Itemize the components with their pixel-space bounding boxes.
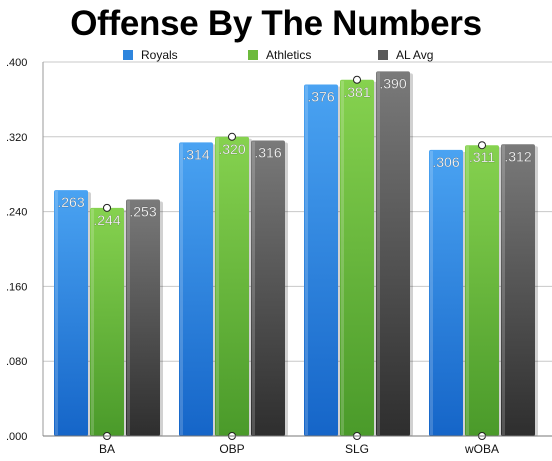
data-label-athletics: .320 xyxy=(218,141,245,157)
marker-top xyxy=(353,75,361,84)
data-label-royals: .306 xyxy=(432,154,459,170)
legend-swatch-athletics xyxy=(248,50,258,60)
data-label-athletics: .244 xyxy=(93,212,120,228)
y-tick-label: .160 xyxy=(6,281,27,293)
data-label-athletics: .311 xyxy=(469,149,495,165)
legend: Royals Athletics AL Avg xyxy=(0,46,552,64)
y-tick-label: .000 xyxy=(6,431,27,443)
bar-highlight xyxy=(377,72,380,435)
bar-highlight xyxy=(91,208,94,435)
bar-highlight xyxy=(341,80,344,435)
bar-royals xyxy=(54,190,88,436)
bar-highlight xyxy=(127,200,130,435)
data-label-al-avg: .312 xyxy=(504,148,531,164)
data-label-royals: .263 xyxy=(57,194,84,210)
bar-royals xyxy=(429,149,463,436)
y-tick-label: .240 xyxy=(6,207,27,219)
bar-highlight xyxy=(466,146,469,435)
bar-athletics xyxy=(215,136,249,437)
marker-top xyxy=(103,203,111,212)
bar-al-avg xyxy=(251,140,285,437)
data-label-athletics: .381 xyxy=(343,84,370,100)
bar-al-avg xyxy=(126,199,160,436)
x-tick-label: OBP xyxy=(219,442,244,456)
y-tick-label: .400 xyxy=(6,57,27,69)
legend-label-al-avg: AL Avg xyxy=(396,48,434,62)
legend-item-athletics: Athletics xyxy=(248,46,311,64)
y-tick-label: .320 xyxy=(6,132,27,144)
marker-top xyxy=(478,141,486,150)
legend-swatch-royals xyxy=(123,50,133,60)
bar-royals xyxy=(179,142,213,436)
data-label-al-avg: .316 xyxy=(254,145,281,161)
bar-highlight xyxy=(502,145,505,435)
legend-swatch-al-avg xyxy=(378,50,388,60)
legend-item-royals: Royals xyxy=(123,46,178,64)
bar-al-avg xyxy=(376,71,410,436)
legend-label-athletics: Athletics xyxy=(266,48,312,62)
bar-highlight xyxy=(305,85,308,435)
bar-al-avg xyxy=(501,144,535,436)
data-label-al-avg: .390 xyxy=(379,75,406,91)
data-label-royals: .376 xyxy=(307,88,334,104)
x-tick-label: BA xyxy=(99,442,115,456)
data-label-royals: .314 xyxy=(182,146,209,162)
legend-label-royals: Royals xyxy=(141,48,178,62)
data-label-al-avg: .253 xyxy=(129,203,156,219)
bar-highlight xyxy=(180,143,183,435)
x-tick-label: wOBA xyxy=(464,442,499,456)
legend-item-al-avg: AL Avg xyxy=(378,46,433,64)
bar-royals xyxy=(304,84,338,436)
bar-highlight xyxy=(252,141,255,436)
bar-highlight xyxy=(430,150,433,435)
x-tick-label: SLG xyxy=(345,442,369,456)
bar-athletics xyxy=(90,207,124,436)
chart-title: Offense By The Numbers xyxy=(70,4,482,43)
bar-athletics xyxy=(340,79,374,436)
bar-highlight xyxy=(55,191,58,435)
bar-athletics xyxy=(465,145,499,436)
marker-top xyxy=(228,132,236,141)
y-tick-label: .080 xyxy=(6,356,27,368)
bar-highlight xyxy=(216,137,219,436)
